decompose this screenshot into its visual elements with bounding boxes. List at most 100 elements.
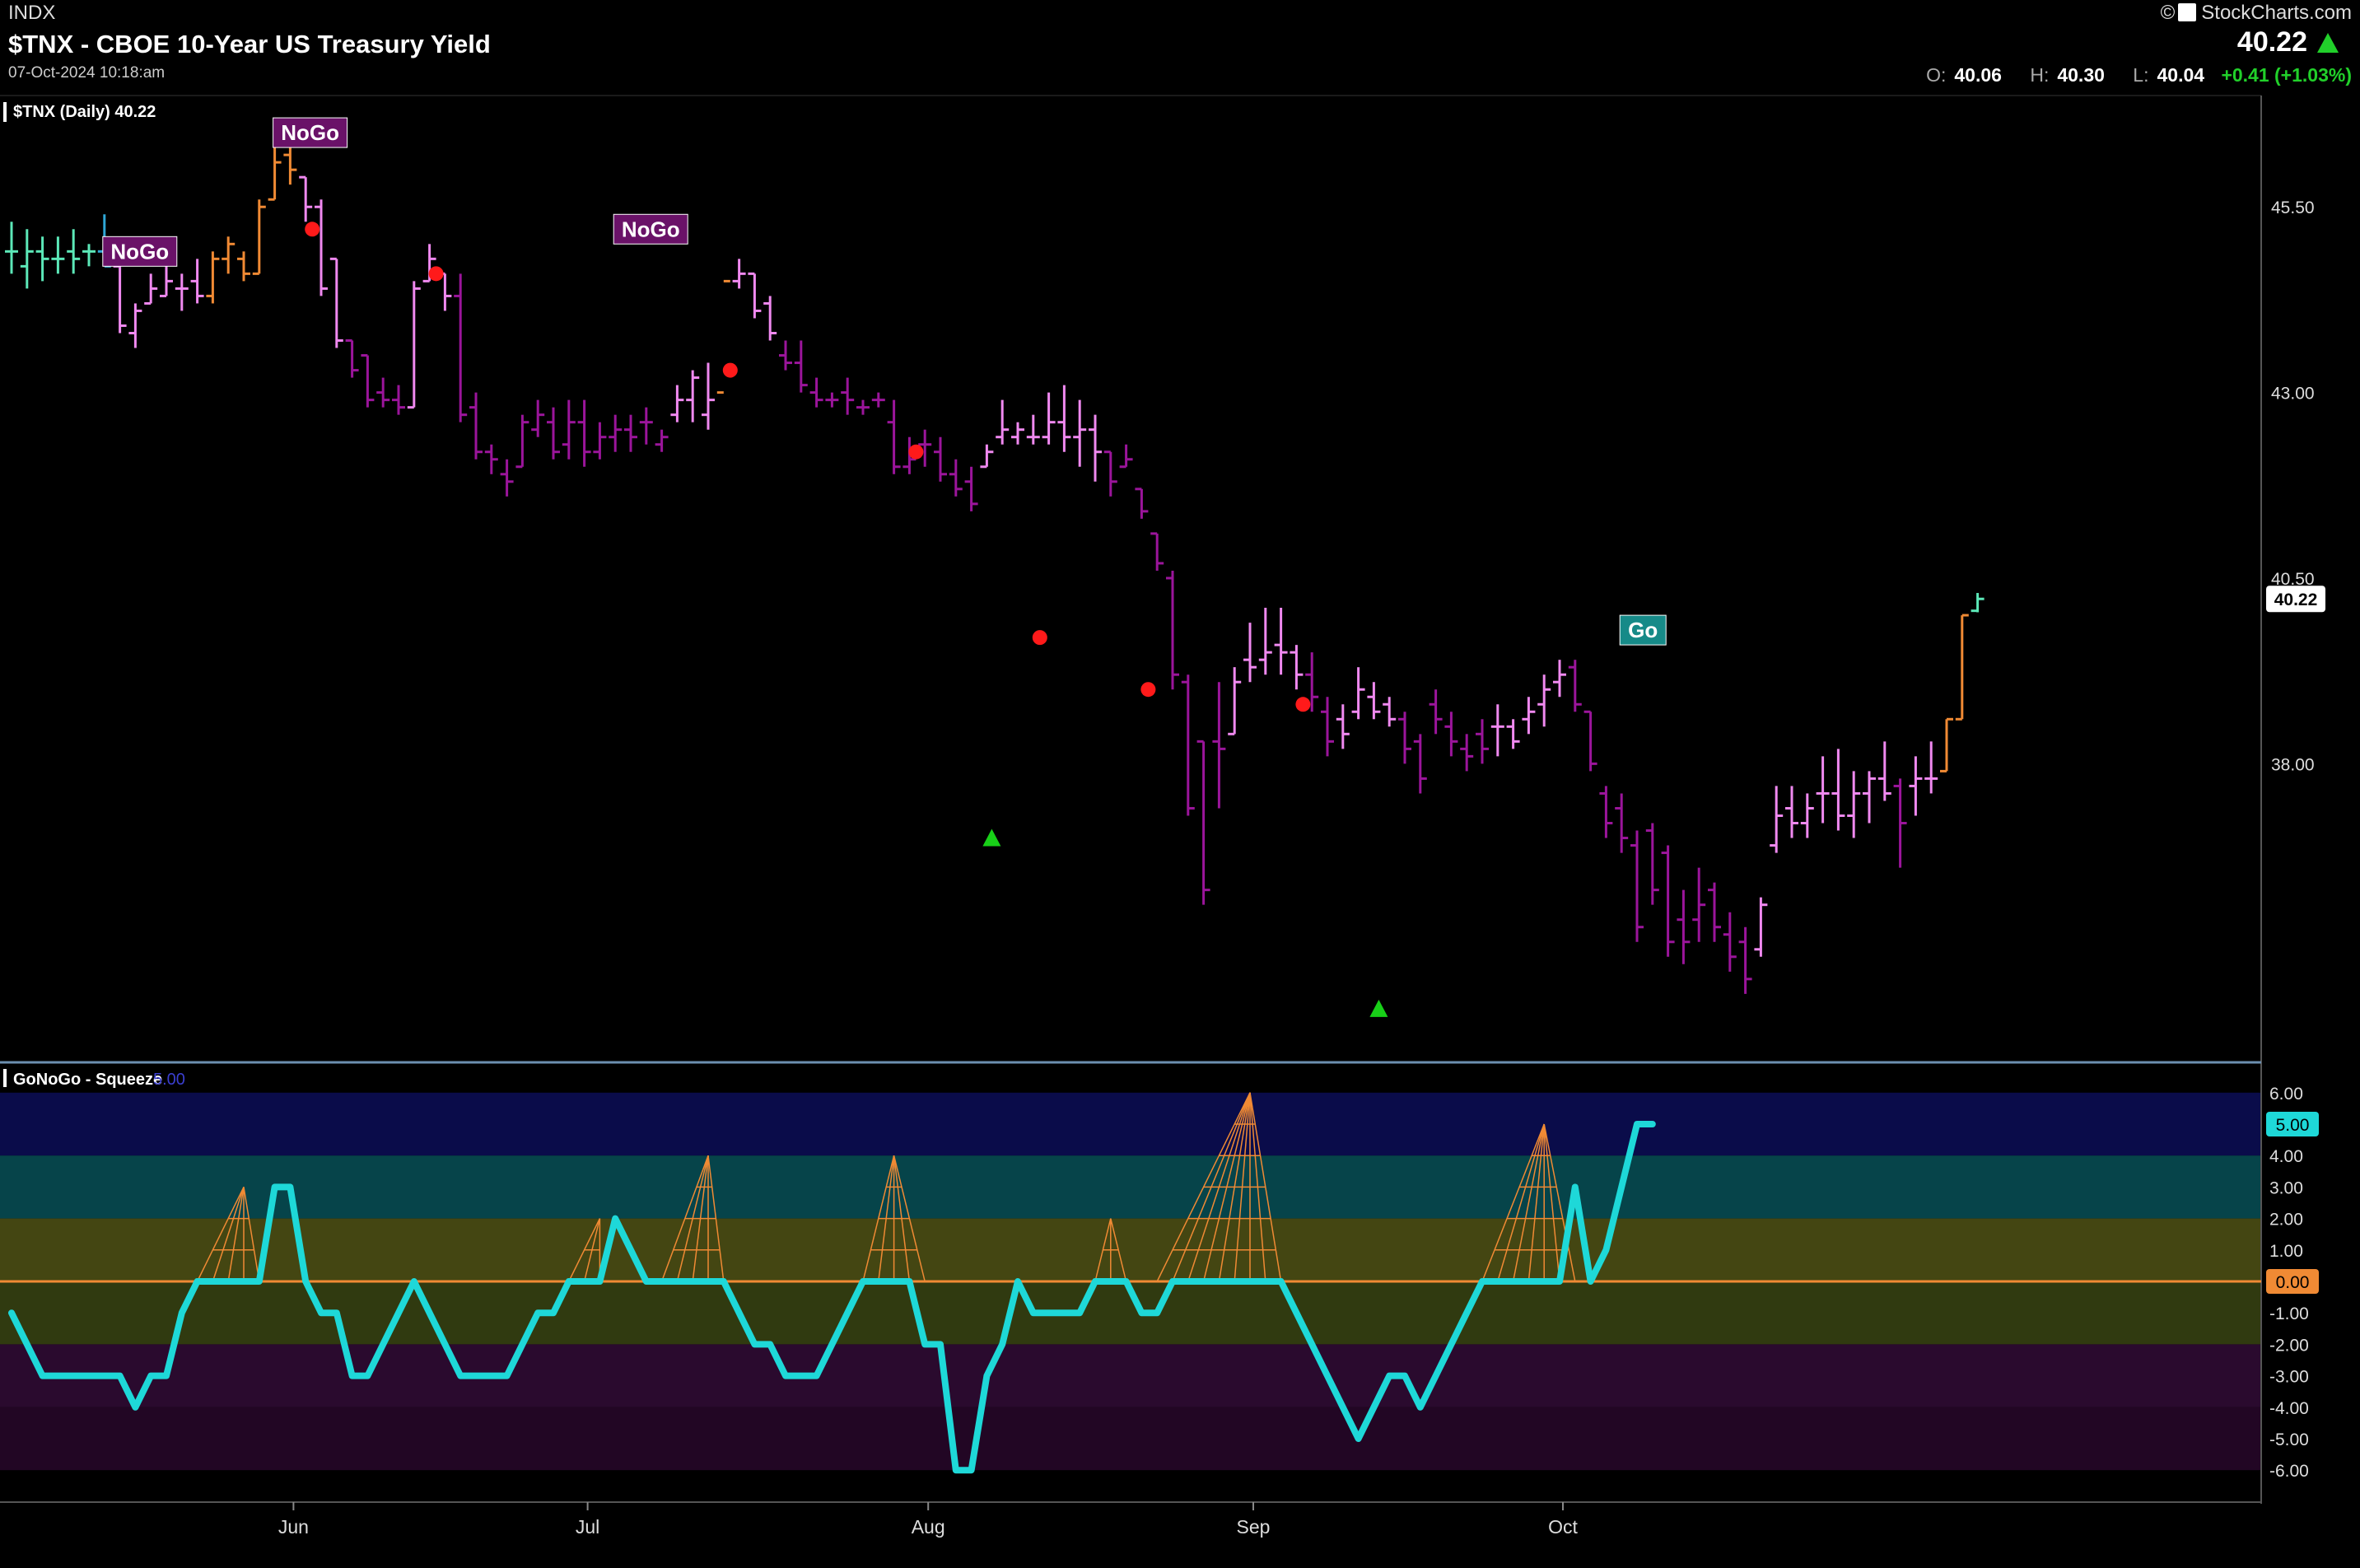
ohlc-bar — [1181, 674, 1195, 816]
ohlc-bar — [1708, 882, 1721, 942]
low-value: 40.04 — [2157, 64, 2205, 86]
price-tag-box — [2266, 586, 2325, 613]
ohlc-bar — [190, 259, 204, 304]
brand[interactable]: © StockCharts.com — [2161, 2, 2352, 25]
price-signal-labels: NoGo NoGo NoGo Go — [102, 117, 1667, 646]
ohlc-bar — [1057, 385, 1071, 452]
squeeze-spike — [196, 1187, 260, 1282]
ohlc-bar — [1692, 867, 1706, 942]
ohlc-bar — [1506, 719, 1520, 749]
ohlc-bar — [1645, 823, 1659, 905]
open-label: O: — [1926, 64, 1947, 86]
ohlc-bar — [1073, 399, 1087, 467]
squeeze-legend: GoNoGo - Squeeze — [13, 1071, 162, 1089]
axes: $TNX (Daily) 40.22 45.50 43.00 40.50 38.00 40… — [3, 102, 2325, 1538]
squeeze-band — [0, 1218, 2261, 1281]
spike-rib — [862, 1155, 895, 1282]
spike-rib — [243, 1187, 260, 1282]
zero-tag-box — [2266, 1269, 2319, 1294]
squeeze-tick-label: 2.00 — [2269, 1211, 2303, 1230]
label-text: NoGo — [110, 239, 169, 264]
green-triangle-marker — [982, 828, 1001, 847]
squeeze-spike — [1094, 1218, 1127, 1282]
label-box — [1619, 614, 1667, 646]
spike-rib — [1249, 1092, 1282, 1282]
ohlc-readout: O: 40.06 H: 40.30 L: 40.04 +0.41 (+1.03%) — [1903, 64, 2352, 86]
red-dot-marker — [1295, 697, 1311, 712]
ohlc-bar — [1940, 717, 1953, 772]
spike-rib — [1249, 1092, 1266, 1282]
low-label: L: — [2133, 64, 2149, 86]
ohlc-bar — [980, 444, 994, 469]
ohlc-bar — [35, 236, 49, 282]
chart-title: $TNX - CBOE 10-Year US Treasury Yield — [8, 30, 491, 58]
ohlc-bar — [1522, 697, 1536, 735]
squeeze-band — [0, 1092, 2261, 1156]
squeeze-band — [0, 1407, 2261, 1471]
ohlc-bar — [206, 251, 220, 304]
ohlc-bar — [1321, 697, 1334, 757]
squeeze-tick-label: 6.00 — [2269, 1085, 2303, 1104]
squeeze-tick-label: -5.00 — [2269, 1430, 2309, 1449]
ohlc-bar — [794, 340, 808, 393]
squeeze-tick-label: -4.00 — [2269, 1399, 2309, 1418]
spike-rib — [1202, 1092, 1251, 1282]
ohlc-bar — [887, 399, 901, 474]
ohlc-bar — [918, 429, 932, 467]
price-tick-label: 43.00 — [2271, 385, 2315, 404]
ohlc-bar — [1924, 741, 1938, 794]
ohlc-bar — [902, 436, 916, 474]
ohlc-bar — [1290, 645, 1304, 690]
ohlc-bar — [1429, 689, 1443, 735]
ohlc-bar — [1971, 593, 1985, 613]
ohlc-bar — [1460, 734, 1474, 772]
index-label: INDX — [8, 2, 56, 24]
squeeze-spike — [1481, 1123, 1576, 1282]
ohlc-bar — [934, 436, 947, 482]
ohlc-bar — [1258, 608, 1272, 675]
ohlc-bar — [562, 399, 576, 460]
price-tick-label: 40.50 — [2271, 570, 2315, 589]
spike-rib — [1110, 1218, 1127, 1282]
red-dot-marker — [1032, 630, 1047, 646]
ohlc-bar — [1661, 845, 1675, 957]
ohlc-bar — [716, 279, 730, 394]
ohlc-bar — [1738, 926, 1752, 994]
ohlc-bar — [67, 229, 81, 274]
spike-rib — [1187, 1092, 1251, 1282]
ohlc-bar — [624, 414, 637, 452]
spike-rib — [1094, 1218, 1112, 1282]
label-box — [102, 236, 178, 267]
label-text: NoGo — [281, 120, 339, 145]
ohlc-bar — [392, 385, 405, 415]
spike-rib — [676, 1155, 709, 1282]
ohlc-bar — [315, 199, 328, 296]
ohlc-bar — [329, 257, 343, 348]
change-value: +0.41 (+1.03%) — [2221, 64, 2352, 86]
ohlc-bar — [484, 444, 498, 474]
ohlc-bar — [702, 362, 715, 430]
squeeze-tick-label: 3.00 — [2269, 1178, 2303, 1197]
red-dot-marker — [305, 222, 320, 237]
squeeze-tick-label: -1.00 — [2269, 1304, 2309, 1323]
ohlc-bar — [1553, 660, 1566, 698]
high-label: H: — [2030, 64, 2050, 86]
price-tick-label: 45.50 — [2271, 198, 2315, 217]
ohlc-bar — [732, 259, 746, 289]
ohlc-bar — [1305, 652, 1319, 712]
ohlc-bar — [299, 175, 313, 222]
ohlc-bar — [593, 422, 607, 460]
squeeze-legend-marker — [3, 1069, 7, 1087]
squeeze-tick-label: -2.00 — [2269, 1336, 2309, 1355]
ohlc-bar — [809, 377, 823, 408]
legend-marker — [3, 102, 7, 122]
spike-rib — [1527, 1123, 1545, 1282]
ohlc-bar — [1955, 614, 1969, 721]
ohlc-bar — [1677, 889, 1691, 964]
spike-rib — [692, 1155, 709, 1282]
ohlc-bar — [1336, 704, 1350, 749]
brand-name: StockCharts.com — [2201, 2, 2352, 24]
spike-rib — [1172, 1092, 1251, 1282]
ohlc-bar — [252, 199, 266, 275]
ohlc-bar — [1863, 771, 1876, 824]
